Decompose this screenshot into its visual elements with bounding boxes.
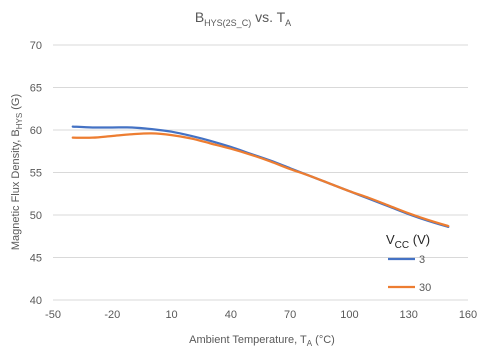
y-tick-45: 45 [30, 253, 42, 265]
y-tick-40: 40 [30, 295, 42, 307]
x-tick-130: 130 [400, 309, 418, 321]
y-axis-title: Magnetic Flux Density, BHYS (G) [10, 94, 24, 250]
x-tick-160: 160 [459, 309, 477, 321]
chart-title: BHYS(2S_C) vs. TA [195, 9, 291, 28]
legend-title: VCC (V) [386, 232, 430, 251]
series-lines [71, 125, 450, 229]
x-tick-70: 70 [284, 309, 296, 321]
x-tick-40: 40 [225, 309, 237, 321]
legend-label-3: 3 [419, 254, 425, 266]
x-tick--20: -20 [104, 309, 120, 321]
x-tick-labels: -50 -20 10 40 70 100 130 160 [45, 309, 477, 321]
legend: VCC (V) 3 30 [386, 232, 431, 294]
legend-label-30: 30 [419, 282, 431, 294]
series-line-30 [71, 132, 450, 228]
y-tick-60: 60 [30, 125, 42, 137]
x-tick-100: 100 [340, 309, 358, 321]
gridlines [53, 44, 468, 301]
y-tick-labels: 40 45 50 55 60 65 70 [30, 40, 42, 307]
y-tick-70: 70 [30, 40, 42, 52]
y-tick-65: 65 [30, 83, 42, 95]
x-axis-title: Ambient Temperature, TA (°C) [189, 334, 335, 347]
y-tick-55: 55 [30, 168, 42, 180]
x-tick--50: -50 [45, 309, 61, 321]
x-tick-10: 10 [165, 309, 177, 321]
y-tick-50: 50 [30, 210, 42, 222]
